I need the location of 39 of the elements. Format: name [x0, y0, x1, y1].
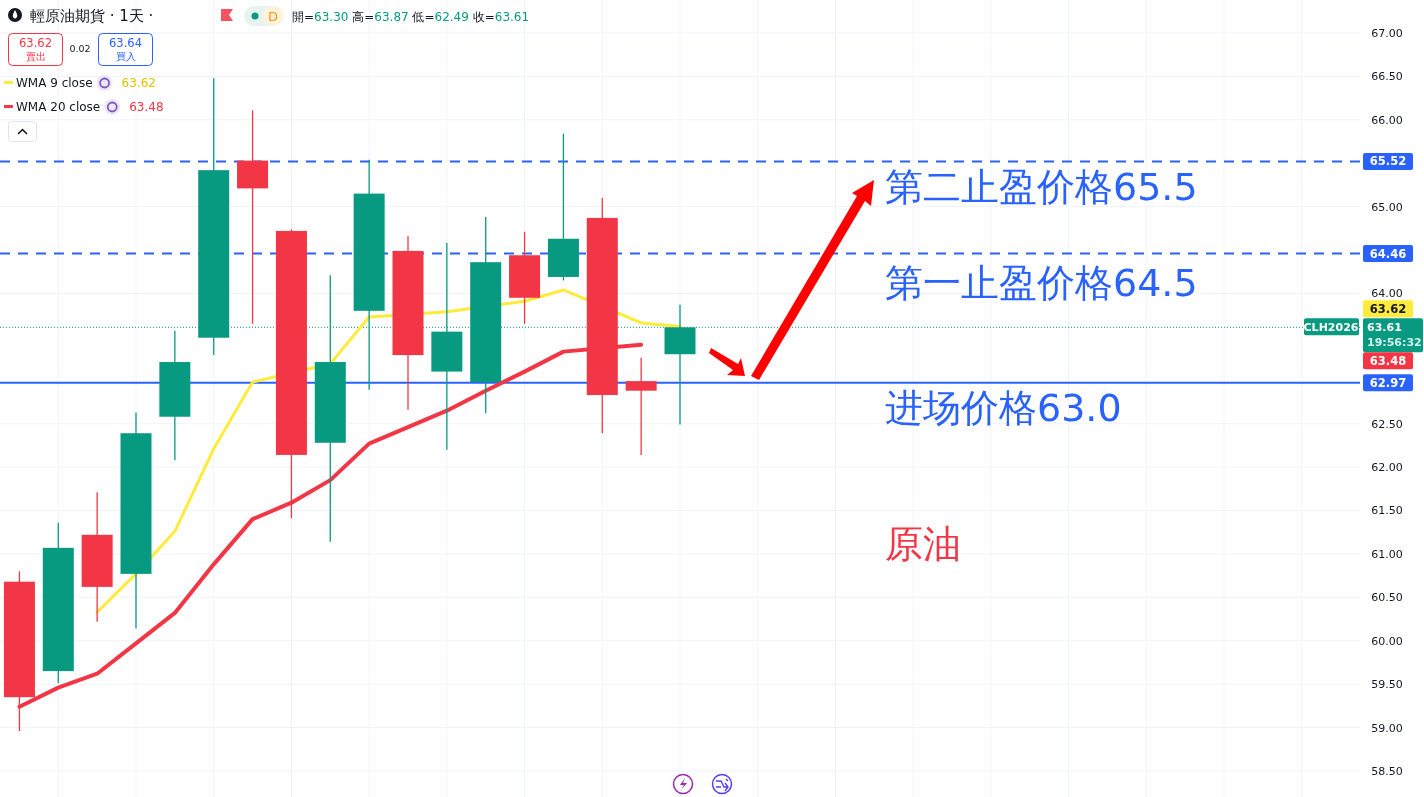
y-tick-label: 62.00 [1371, 461, 1403, 475]
y-tick-label: 66.50 [1371, 70, 1403, 84]
text: 63.62 [1369, 301, 1407, 316]
annotation: 63.48 [129, 100, 164, 114]
annotation: 原油 [885, 522, 961, 566]
y-tick-label: 59.50 [1371, 678, 1403, 692]
text: 63.61 [1367, 321, 1402, 335]
annotation: 買入 [115, 51, 136, 62]
annotation: 開=63.30 高=63.87 低=62.49 收=63.61 [292, 10, 530, 24]
y-tick-label: 61.00 [1371, 547, 1403, 561]
y-tick-label: 66.00 [1371, 113, 1403, 127]
y-tick-label: 60.00 [1371, 634, 1403, 648]
text: 19:56:32 [1367, 336, 1422, 350]
y-tick-label: 60.50 [1371, 591, 1403, 605]
line-series [17, 342, 644, 709]
annotation: 63.64 [109, 36, 142, 50]
annotation: D [268, 9, 279, 24]
ref-line-label: CLH2026 [1303, 320, 1359, 334]
y-tick-label: 64.00 [1371, 287, 1403, 301]
legend-label: WMA 20 close [16, 100, 101, 114]
annotation: 第一止盈价格64.5 [885, 261, 1198, 305]
y-tick-label: 67.00 [1371, 26, 1403, 40]
y-tick-label: 59.00 [1371, 721, 1403, 735]
annotation: 賣出 [25, 51, 46, 62]
legend-label: WMA 9 close [16, 76, 93, 90]
y-tick-label: 62.50 [1371, 417, 1403, 431]
ref-line-label: 65.52 [1369, 154, 1407, 169]
annotation: 进场价格63.0 [885, 386, 1122, 430]
text: 輕原油期貨 · 1天 · [30, 7, 154, 25]
y-tick-label: 61.50 [1371, 504, 1403, 518]
y-tick-label: 65.00 [1371, 200, 1403, 214]
annotation: 第二止盈价格65.5 [885, 165, 1198, 209]
ref-line-label: 62.97 [1369, 375, 1407, 390]
ref-line-label: 64.46 [1369, 246, 1407, 261]
annotation: 63.62 [19, 36, 52, 50]
y-tick-label: 58.50 [1371, 764, 1403, 778]
text: 63.48 [1369, 353, 1407, 368]
annotation: 0.02 [69, 43, 91, 54]
annotation: 63.62 [121, 76, 156, 90]
